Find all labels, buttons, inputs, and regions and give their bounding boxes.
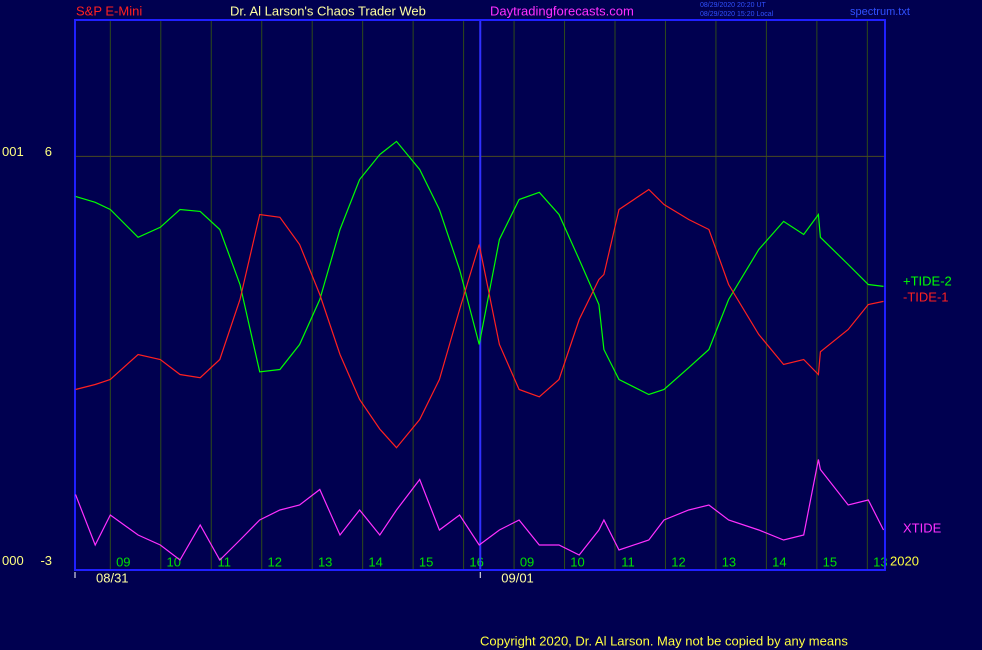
- timestamp: 08/29/2020 15:20 Local: [700, 11, 774, 18]
- x-tick-label: 14: [368, 554, 382, 569]
- date-label: 09/01: [501, 570, 534, 585]
- y-tick-label: 6: [45, 144, 52, 159]
- x-tick-label: 10: [570, 554, 584, 569]
- y-code-label: 001: [2, 144, 24, 159]
- x-tick-label: 15: [419, 554, 433, 569]
- x-tick-label: 09: [116, 554, 130, 569]
- plot-border: [74, 19, 886, 571]
- file-name: spectrum.txt: [850, 6, 910, 18]
- x-tick-label: 13: [722, 554, 736, 569]
- copyright: Copyright 2020, Dr. Al Larson. May not b…: [480, 633, 848, 648]
- series-line: [75, 188, 884, 449]
- x-tick-label: 10: [167, 554, 181, 569]
- site-title: Dr. Al Larson's Chaos Trader Web: [230, 3, 426, 18]
- x-tick-label: 15: [823, 554, 837, 569]
- series-line: [74, 459, 885, 561]
- series-label: +TIDE-2: [903, 273, 952, 288]
- x-tick-label: 13: [873, 554, 887, 569]
- x-tick-label: 13: [318, 554, 332, 569]
- x-tick-label: 11: [218, 554, 232, 569]
- y-tick-label: -3: [40, 553, 52, 568]
- x-tick-label: 14: [772, 554, 786, 569]
- series-label: XTIDE: [903, 520, 942, 535]
- x-tick-label: 12: [671, 554, 685, 569]
- x-tick-label: 16: [469, 554, 483, 569]
- x-tick-label: 09: [520, 554, 534, 569]
- series-label: -TIDE-1: [903, 289, 949, 304]
- date-label: 08/31: [96, 570, 129, 585]
- x-tick-label: 11: [621, 554, 635, 569]
- x-tick-label: 12: [267, 554, 281, 569]
- timestamp: 08/29/2020 20:20 UT: [700, 2, 766, 9]
- y-code-label: 000: [2, 553, 24, 568]
- instrument: S&P E-Mini: [76, 3, 142, 18]
- year: 2020: [890, 553, 919, 568]
- site-url: Daytradingforecasts.com: [490, 3, 634, 18]
